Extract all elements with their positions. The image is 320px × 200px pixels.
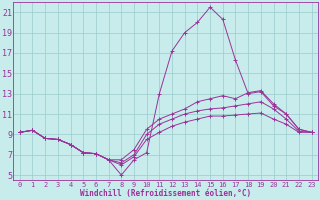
X-axis label: Windchill (Refroidissement éolien,°C): Windchill (Refroidissement éolien,°C) bbox=[80, 189, 251, 198]
